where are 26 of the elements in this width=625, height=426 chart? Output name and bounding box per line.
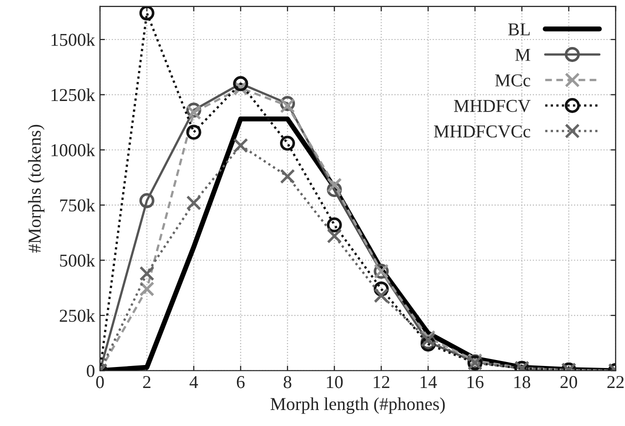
legend-label: M xyxy=(515,48,530,61)
y-tick-label: 0 xyxy=(86,364,94,378)
legend-label: BL xyxy=(508,23,530,36)
x-tick-label: 2 xyxy=(143,376,150,388)
y-tick-label: 1250k xyxy=(52,88,96,102)
x-tick-label: 6 xyxy=(236,376,245,388)
legend-label: MHDFCV xyxy=(454,100,531,112)
y-tick-label: 500k xyxy=(60,254,96,267)
x-tick-label: 18 xyxy=(514,376,530,388)
x-tick-label: 22 xyxy=(607,376,624,388)
y-tick-label: 250k xyxy=(60,309,96,322)
legend-label: MHDFCVCc xyxy=(434,125,530,138)
x-axis-title: Morph length (#phones) xyxy=(270,397,445,414)
x-tick-label: 8 xyxy=(284,376,292,388)
x-tick-label: 12 xyxy=(374,376,390,388)
y-tick-label: 750k xyxy=(60,198,96,212)
x-tick-label: 14 xyxy=(420,376,437,388)
x-tick-label: 16 xyxy=(468,376,484,388)
x-tick-label: 10 xyxy=(326,376,343,388)
x-tick-label: 4 xyxy=(190,376,198,388)
x-tick-label: 0 xyxy=(96,376,104,388)
x-tick-label: 20 xyxy=(560,376,578,388)
y-axis-title: #Morphs (tokens) xyxy=(28,124,44,253)
y-tick-label: 1000k xyxy=(52,144,96,156)
y-tick-label: 1500k xyxy=(52,33,96,46)
legend-label: MCc xyxy=(495,74,530,86)
